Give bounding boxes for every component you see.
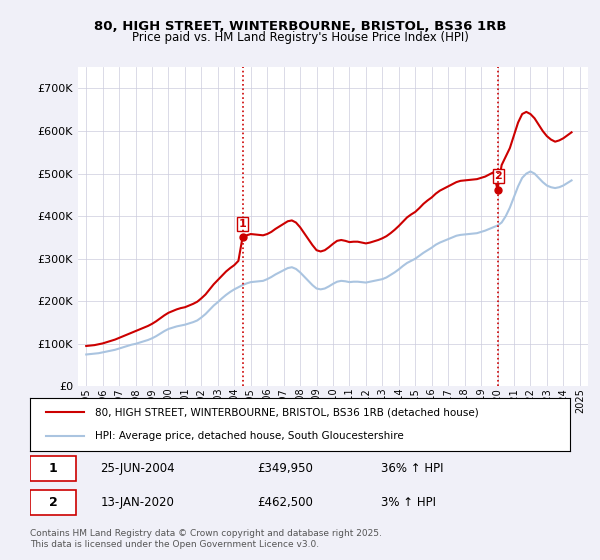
Text: 3% ↑ HPI: 3% ↑ HPI (381, 496, 436, 509)
Text: 36% ↑ HPI: 36% ↑ HPI (381, 462, 443, 475)
Text: £462,500: £462,500 (257, 496, 313, 509)
Text: HPI: Average price, detached house, South Gloucestershire: HPI: Average price, detached house, Sout… (95, 431, 404, 441)
Text: £349,950: £349,950 (257, 462, 313, 475)
Text: Price paid vs. HM Land Registry's House Price Index (HPI): Price paid vs. HM Land Registry's House … (131, 31, 469, 44)
Text: 80, HIGH STREET, WINTERBOURNE, BRISTOL, BS36 1RB (detached house): 80, HIGH STREET, WINTERBOURNE, BRISTOL, … (95, 408, 479, 418)
Text: 13-JAN-2020: 13-JAN-2020 (100, 496, 174, 509)
Text: 2: 2 (49, 496, 58, 509)
Text: 25-JUN-2004: 25-JUN-2004 (100, 462, 175, 475)
FancyBboxPatch shape (30, 490, 76, 515)
Text: Contains HM Land Registry data © Crown copyright and database right 2025.
This d: Contains HM Land Registry data © Crown c… (30, 529, 382, 549)
Text: 80, HIGH STREET, WINTERBOURNE, BRISTOL, BS36 1RB: 80, HIGH STREET, WINTERBOURNE, BRISTOL, … (94, 20, 506, 32)
FancyBboxPatch shape (30, 456, 76, 481)
Text: 2: 2 (494, 171, 502, 181)
Text: 1: 1 (49, 462, 58, 475)
Text: 1: 1 (239, 219, 247, 229)
